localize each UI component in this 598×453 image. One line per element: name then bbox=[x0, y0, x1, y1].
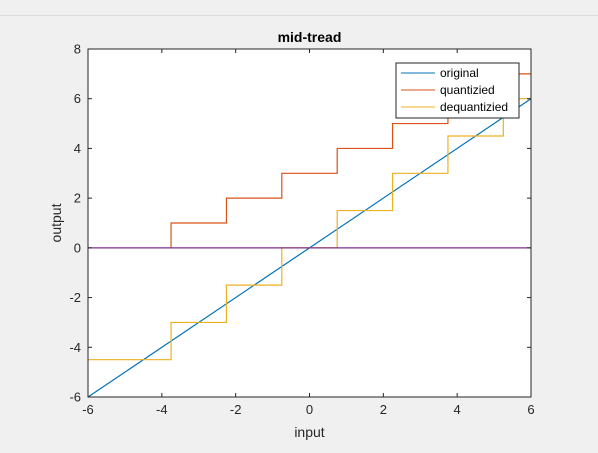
y-tick-label: -2 bbox=[69, 290, 81, 305]
legend-label-quantizied: quantizied bbox=[440, 83, 495, 97]
y-axis-label: output bbox=[48, 203, 64, 242]
legend-label-original: original bbox=[440, 66, 479, 80]
y-tick-label: -6 bbox=[69, 390, 81, 405]
legend-box bbox=[395, 62, 520, 119]
chart-title: mid-tread bbox=[278, 29, 342, 45]
legend[interactable]: original quantizied dequantizied bbox=[395, 62, 520, 119]
x-tick-label: -2 bbox=[230, 402, 242, 417]
x-tick-label: 4 bbox=[454, 402, 461, 417]
y-tick-label: 4 bbox=[74, 141, 81, 156]
x-tick-label: 6 bbox=[527, 402, 534, 417]
ticks-layer: -6 -4 -2 0 2 4 6 -6 -4 -2 0 2 4 6 8 bbox=[69, 42, 534, 418]
y-tick-label: 2 bbox=[74, 191, 81, 206]
x-tick-label: 0 bbox=[306, 402, 313, 417]
series-line-dequantizied bbox=[88, 98, 531, 361]
legend-label-dequantizied: dequantizied bbox=[440, 100, 508, 114]
y-tick-label: 0 bbox=[74, 240, 81, 255]
toolbar-divider bbox=[0, 15, 598, 16]
x-tick-label: 2 bbox=[380, 402, 387, 417]
x-tick-label: -4 bbox=[156, 402, 168, 417]
y-tick-label: 6 bbox=[74, 91, 81, 106]
y-tick-label: -4 bbox=[69, 340, 81, 355]
x-axis-label: input bbox=[294, 424, 324, 440]
x-tick-label: -6 bbox=[82, 402, 94, 417]
y-tick-label: 8 bbox=[74, 42, 81, 57]
